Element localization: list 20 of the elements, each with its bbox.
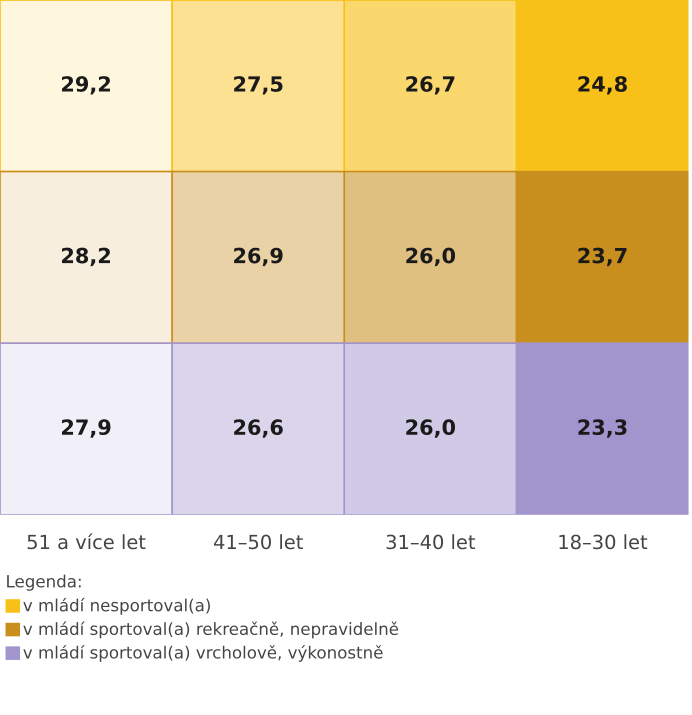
data-label: 26,6 xyxy=(234,419,283,438)
data-label: 23,3 xyxy=(578,419,627,438)
data-label: 26,0 xyxy=(406,248,456,266)
text: Legenda: xyxy=(7,574,81,591)
x-tick-label: 41–50 let xyxy=(214,534,303,550)
data-label: 28,2 xyxy=(62,248,110,266)
text: v mládí nesportoval(a) xyxy=(23,598,210,615)
data-label: 24,8 xyxy=(578,76,627,95)
data-label: 26,0 xyxy=(406,419,456,438)
data-label: 27,5 xyxy=(234,76,282,95)
x-tick-label: 31–40 let xyxy=(386,534,476,550)
data-label: 26,9 xyxy=(234,248,283,266)
x-tick-label: 18–30 let xyxy=(559,534,648,550)
data-label: 27,9 xyxy=(62,419,110,438)
text: v mládí sportoval(a) vrcholově, výkonostně xyxy=(23,645,383,662)
x-tick-label: 51 a více let xyxy=(28,533,146,550)
data-label: 23,7 xyxy=(578,248,627,266)
data-label: 26,7 xyxy=(406,76,454,95)
text: v mládí sportoval(a) rekreačně, nepravidelně xyxy=(23,622,398,638)
data-label: 29,2 xyxy=(62,76,110,95)
